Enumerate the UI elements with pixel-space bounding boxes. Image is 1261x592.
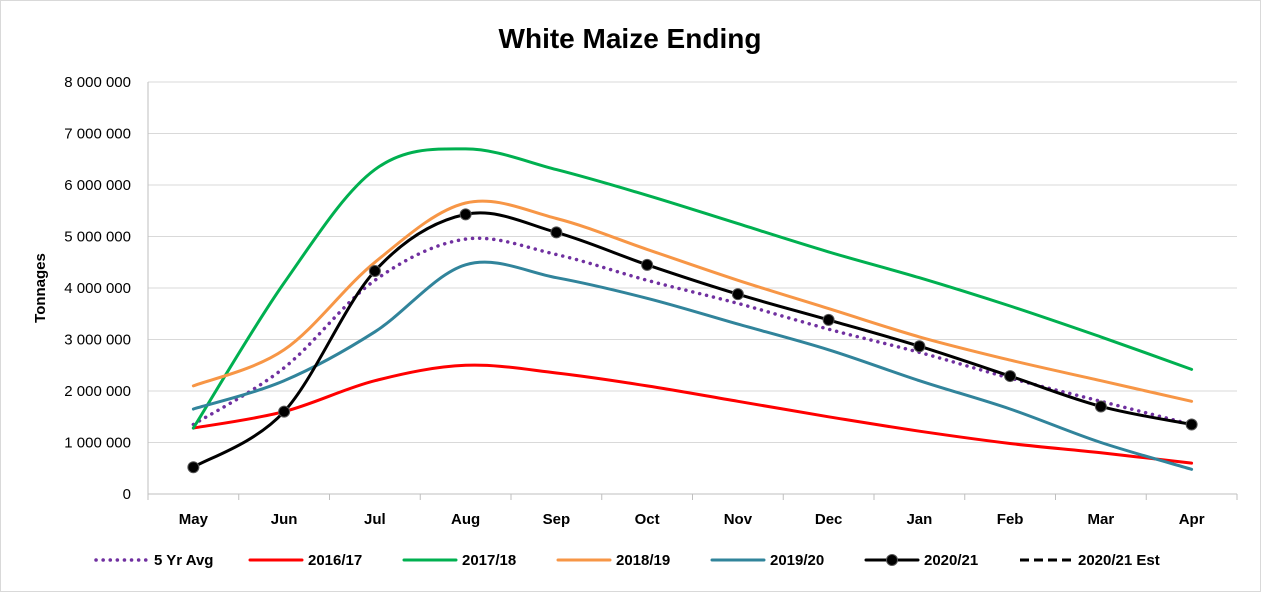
x-tick-label: Dec <box>815 511 843 528</box>
data-point-2020-21 <box>913 340 926 353</box>
data-point-2020-21 <box>187 461 200 474</box>
series-line-2020-21 <box>191 211 1194 469</box>
x-tick-label: Jun <box>271 511 298 528</box>
y-tick-label: 4 000 000 <box>64 280 131 297</box>
series-line-2017-18 <box>191 147 1194 430</box>
y-tick-label: 7 000 000 <box>64 126 131 143</box>
x-tick-label: Feb <box>997 511 1024 528</box>
y-tick-label: 3 000 000 <box>64 332 131 349</box>
data-point-2020-21 <box>822 313 835 326</box>
series-line-2019-20 <box>191 260 1194 471</box>
x-tick-label: May <box>179 511 209 528</box>
data-point-2020-21 <box>731 288 744 301</box>
legend-label-2016-17: 2016/17 <box>308 552 362 569</box>
legend-label-2017-18: 2017/18 <box>462 552 516 569</box>
y-tick-label: 8 000 000 <box>64 74 131 91</box>
x-tick-label: Jul <box>364 511 386 528</box>
x-tick-label: Sep <box>543 511 571 528</box>
series-lines <box>187 147 1198 474</box>
y-tick-label: 0 <box>123 486 131 503</box>
data-point-2020-21 <box>1004 370 1017 383</box>
legend-label-2020-21: 2020/21 <box>924 552 978 569</box>
data-point-2020-21 <box>550 226 563 239</box>
x-tick-label: Apr <box>1179 511 1205 528</box>
legend: 5 Yr Avg 2016/17 2017/18 2018/19 2019/20 2020… <box>94 552 1160 569</box>
data-point-2020-21 <box>1185 418 1198 431</box>
legend-label-2018-19: 2018/19 <box>616 552 670 569</box>
data-point-2020-21 <box>459 208 472 221</box>
x-tick-label: Oct <box>635 511 660 528</box>
gridlines <box>148 81 1237 443</box>
y-tick-label: 5 000 000 <box>64 229 131 246</box>
chart-title: White Maize Ending <box>499 23 762 54</box>
axes: 0 1 000 000 2 000 000 3 000 000 4 000 000 5 0… <box>64 74 1238 528</box>
y-axis-label: Tonnages <box>32 253 49 323</box>
legend-label-2020-21-est: 2020/21 Est <box>1078 552 1160 569</box>
series-line-2016-17 <box>191 363 1194 465</box>
legend-label-2019-20: 2019/20 <box>770 552 824 569</box>
x-tick-label: Aug <box>451 511 480 528</box>
y-tick-label: 1 000 000 <box>64 435 131 452</box>
data-point-2020-21 <box>1094 400 1107 413</box>
x-tick-label: Mar <box>1088 511 1115 528</box>
y-tick-label: 6 000 000 <box>64 177 131 194</box>
x-tick-label: Jan <box>906 511 932 528</box>
data-point-2020-21 <box>368 265 381 278</box>
data-point-2020-21 <box>278 405 291 418</box>
x-tick-label: Nov <box>724 511 753 528</box>
y-tick-label: 2 000 000 <box>64 383 131 400</box>
data-point-2020-21 <box>641 258 654 271</box>
legend-marker-2020-21 <box>886 554 898 566</box>
legend-label-5-yr-avg: 5 Yr Avg <box>154 552 213 569</box>
series-line-2018-19 <box>191 199 1194 403</box>
